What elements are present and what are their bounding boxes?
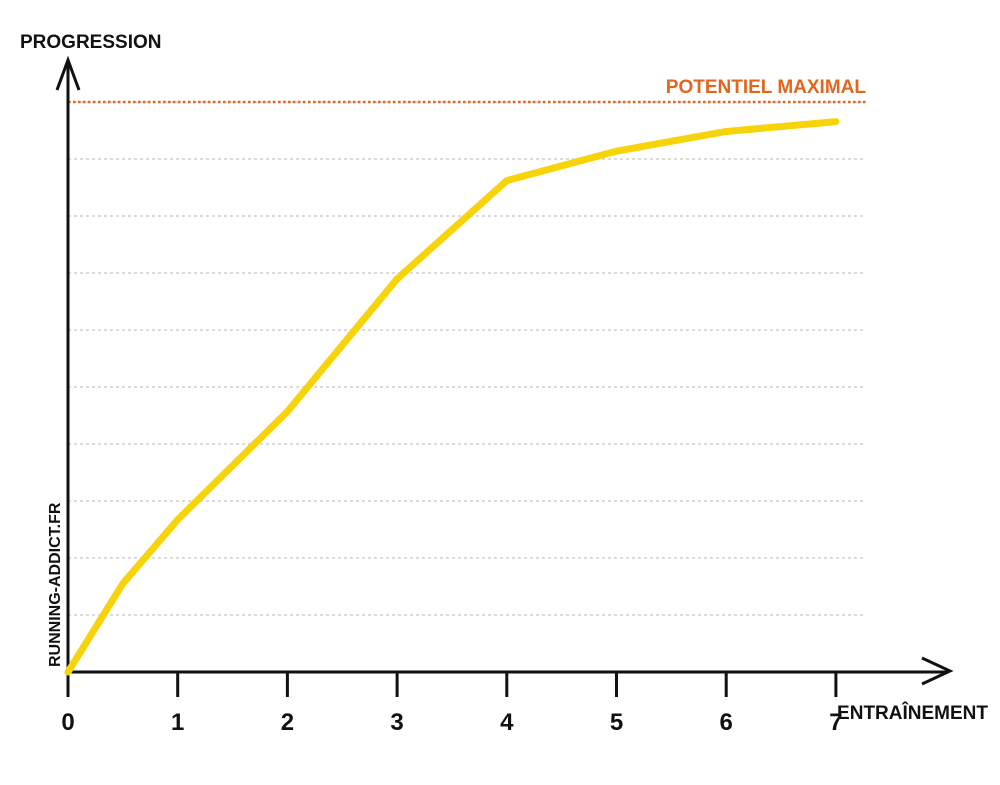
x-axis-title: ENTRAÎNEMENT — [837, 702, 988, 724]
watermark: RUNNING-ADDICT.FR — [47, 502, 64, 667]
gridlines — [68, 101, 866, 616]
x-tick-label: 5 — [610, 709, 623, 736]
series-line — [64, 118, 840, 676]
x-tick-label: 1 — [171, 709, 184, 736]
x-tick-label: 0 — [61, 709, 74, 736]
axes — [55, 55, 954, 686]
x-tick-label: 7 — [829, 709, 842, 736]
y-axis-arrow-icon — [55, 55, 81, 91]
y-axis-title: PROGRESSION — [20, 32, 161, 53]
reference-line-label: POTENTIEL MAXIMAL — [666, 77, 867, 98]
x-tick-label: 2 — [281, 709, 294, 736]
x-axis-arrow-icon — [921, 656, 954, 686]
x-tick-label: 3 — [390, 709, 403, 736]
x-tick-label: 4 — [500, 709, 514, 736]
x-ticks: 0 1 2 3 4 5 6 7 — [61, 672, 843, 736]
series-layer — [64, 118, 840, 676]
x-tick-label: 6 — [720, 709, 733, 736]
